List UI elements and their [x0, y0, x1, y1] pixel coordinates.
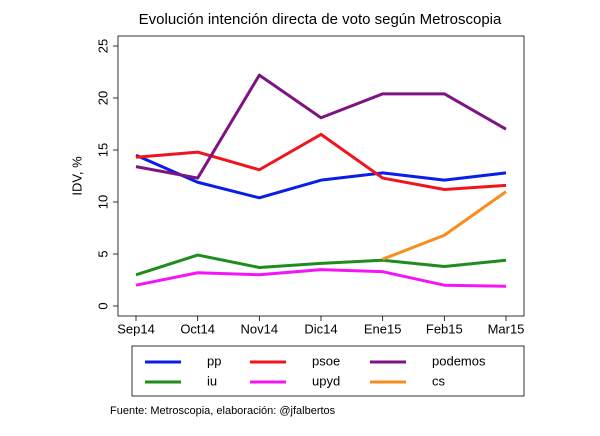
series-line — [135, 253, 507, 277]
legend-label: podemos — [432, 353, 486, 368]
series-line — [135, 73, 507, 180]
legend-label: cs — [432, 373, 446, 388]
y-tick-label: 25 — [95, 39, 110, 53]
series-line — [135, 153, 507, 200]
y-tick-label: 15 — [95, 143, 110, 157]
x-tick-label: Feb15 — [426, 321, 463, 336]
y-tick-label: 0 — [95, 302, 110, 309]
x-tick-label: Dic14 — [304, 321, 337, 336]
legend-box — [131, 345, 525, 397]
series-line — [135, 132, 507, 192]
y-tick-label: 20 — [95, 91, 110, 105]
series-line — [382, 190, 507, 261]
x-tick-label: Oct14 — [180, 321, 215, 336]
y-axis-label: IDV, % — [69, 156, 84, 196]
source-note: Fuente: Metroscopia, elaboración: @jfalb… — [110, 405, 336, 417]
legend-label: iu — [207, 373, 217, 388]
legend-label: pp — [207, 353, 221, 368]
x-tick-label: Nov14 — [241, 321, 279, 336]
x-tick-label: Mar15 — [488, 321, 525, 336]
legend-label: upyd — [312, 373, 340, 388]
y-tick-label: 5 — [95, 250, 110, 257]
x-tick-label: Sep14 — [117, 321, 155, 336]
y-tick-label: 10 — [95, 195, 110, 209]
legend-label: psoe — [312, 353, 340, 368]
series-line — [135, 268, 507, 288]
chart-title: Evolución intención directa de voto segú… — [139, 11, 502, 28]
x-tick-label: Ene15 — [364, 321, 402, 336]
